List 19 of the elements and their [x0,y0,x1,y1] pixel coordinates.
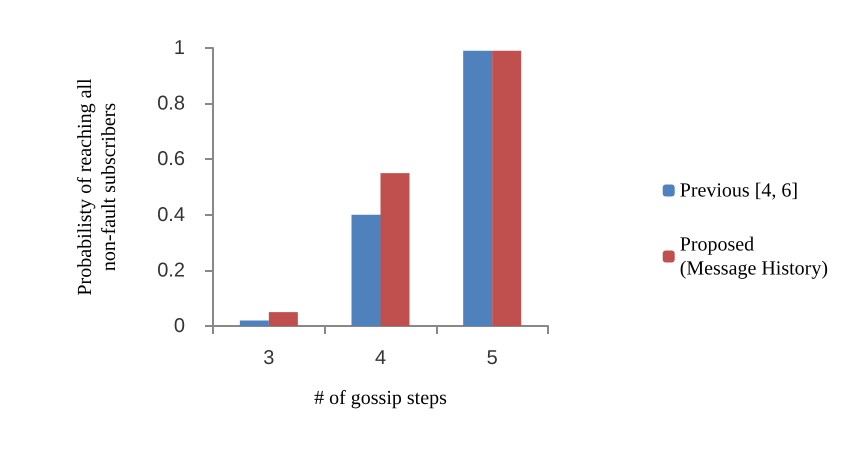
x-tick-label: 3 [263,347,274,369]
y-tick-label: 0 [174,315,185,337]
y-axis-title: Probabilisty of reaching all non-fault subscribers [74,78,120,296]
y-tick-label: 1 [174,37,185,59]
y-tick-label: 0.2 [157,259,185,282]
bar [463,50,492,326]
x-tick-label: 4 [374,347,386,369]
y-tick-label: 0.4 [157,204,185,226]
y-tick-label: 0.8 [157,92,185,115]
bar [268,312,298,326]
legend-label: Previous [4, 6] [680,180,798,202]
bar [380,173,410,326]
bar [492,50,522,326]
bar [352,214,380,326]
legend-label: Proposed (Message History) [680,234,828,280]
bar [240,320,269,326]
x-axis-title: # of gossip steps [314,387,448,409]
x-tick-label: 5 [486,347,498,369]
y-tick-label: 0.6 [157,148,185,170]
